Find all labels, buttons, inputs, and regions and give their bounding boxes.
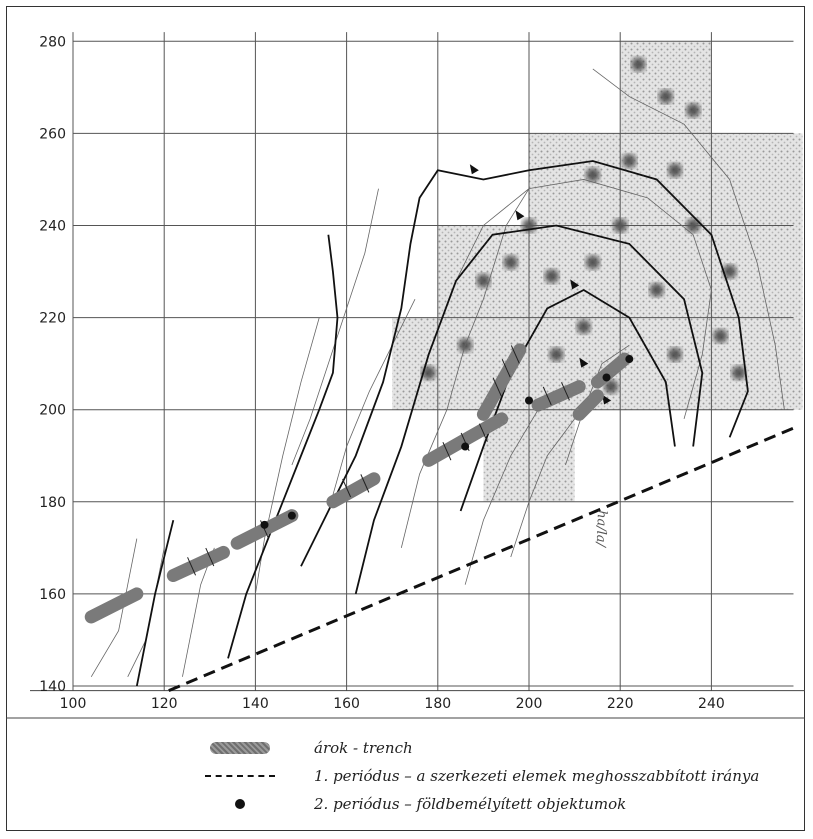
mottle-blob bbox=[586, 255, 600, 269]
y-tick-label: 160 bbox=[39, 587, 66, 603]
legend-item-period1: 1. periódus – a szerkezeti elemek meghos… bbox=[200, 764, 759, 788]
mottle-blob bbox=[545, 269, 559, 283]
mottle-blob bbox=[714, 329, 728, 343]
mottle-blob bbox=[668, 347, 682, 361]
contour-line bbox=[255, 318, 319, 594]
site-plan-map: 100 120 140 160 180 200 220 240 140 160 180 200 220 2… bbox=[0, 0, 813, 728]
pit-dot bbox=[525, 396, 533, 404]
y-tick-label: 180 bbox=[39, 495, 66, 511]
legend-label-period2: 2. periódus – földbemélyített objektumok bbox=[314, 795, 626, 813]
mottle-blob bbox=[586, 168, 600, 182]
shaded-square bbox=[620, 41, 711, 133]
mottle-blob bbox=[631, 57, 645, 71]
legend-item-period2: 2. periódus – földbemélyített objektumok bbox=[200, 792, 626, 816]
y-tick-label: 240 bbox=[39, 219, 66, 235]
mottle-blob bbox=[476, 274, 490, 288]
contour-line bbox=[128, 548, 164, 677]
x-tick-label: 240 bbox=[698, 696, 725, 712]
mottle-blob bbox=[686, 103, 700, 117]
shaded-square bbox=[620, 318, 711, 410]
mottle-blob bbox=[668, 163, 682, 177]
y-tick-label: 260 bbox=[39, 126, 66, 142]
y-tick-label: 280 bbox=[39, 34, 66, 50]
trench-segment bbox=[173, 552, 223, 575]
x-tick-label: 220 bbox=[607, 696, 634, 712]
shaded-square bbox=[620, 133, 711, 225]
x-tick-label: 140 bbox=[242, 696, 269, 712]
triangle-flag-icon bbox=[470, 164, 479, 174]
period1-dashed-line bbox=[169, 428, 794, 690]
mottle-blob bbox=[622, 154, 636, 168]
mottle-blob bbox=[549, 347, 563, 361]
handwritten-annotation: ha/la/ bbox=[593, 510, 609, 549]
shaded-square bbox=[529, 133, 620, 225]
shaded-square bbox=[711, 133, 802, 225]
x-tick-label: 100 bbox=[60, 696, 87, 712]
contour-line bbox=[292, 189, 379, 465]
boundary-line bbox=[137, 520, 173, 686]
pit-dot bbox=[625, 355, 633, 363]
triangle-flag-icon bbox=[515, 210, 524, 220]
x-tick-label: 200 bbox=[516, 696, 543, 712]
legend-label-trench: árok - trench bbox=[314, 739, 413, 757]
mottle-blob bbox=[504, 255, 518, 269]
pit-dot bbox=[288, 512, 296, 520]
pit-dot bbox=[603, 373, 611, 381]
y-tick-label: 220 bbox=[39, 311, 66, 327]
mottle-blob bbox=[650, 283, 664, 297]
x-tick-label: 180 bbox=[424, 696, 451, 712]
trench-swatch-icon bbox=[200, 738, 280, 758]
pit-dot bbox=[461, 443, 469, 451]
shaded-square bbox=[438, 226, 529, 318]
legend-label-period1: 1. periódus – a szerkezeti elemek meghos… bbox=[314, 767, 759, 785]
mottle-blob bbox=[659, 90, 673, 104]
x-tick-label: 120 bbox=[151, 696, 178, 712]
dash-line-icon bbox=[200, 766, 280, 786]
black-dot-icon bbox=[200, 794, 280, 814]
y-tick-label: 200 bbox=[39, 403, 66, 419]
excavated-area-shading bbox=[392, 41, 802, 502]
legend-item-trench: árok - trench bbox=[200, 736, 413, 760]
x-tick-label: 160 bbox=[333, 696, 360, 712]
mottle-blob bbox=[577, 320, 591, 334]
shaded-square bbox=[529, 318, 620, 410]
boundary-line bbox=[228, 235, 337, 659]
shaded-square bbox=[620, 226, 711, 318]
mottle-blob bbox=[732, 366, 746, 380]
trench-segment bbox=[91, 594, 137, 617]
y-tick-label: 140 bbox=[39, 679, 66, 695]
legend: árok - trench 1. periódus – a szerkezeti… bbox=[0, 728, 813, 828]
period1-dashed-line bbox=[169, 428, 794, 690]
pit-dot bbox=[261, 521, 269, 529]
